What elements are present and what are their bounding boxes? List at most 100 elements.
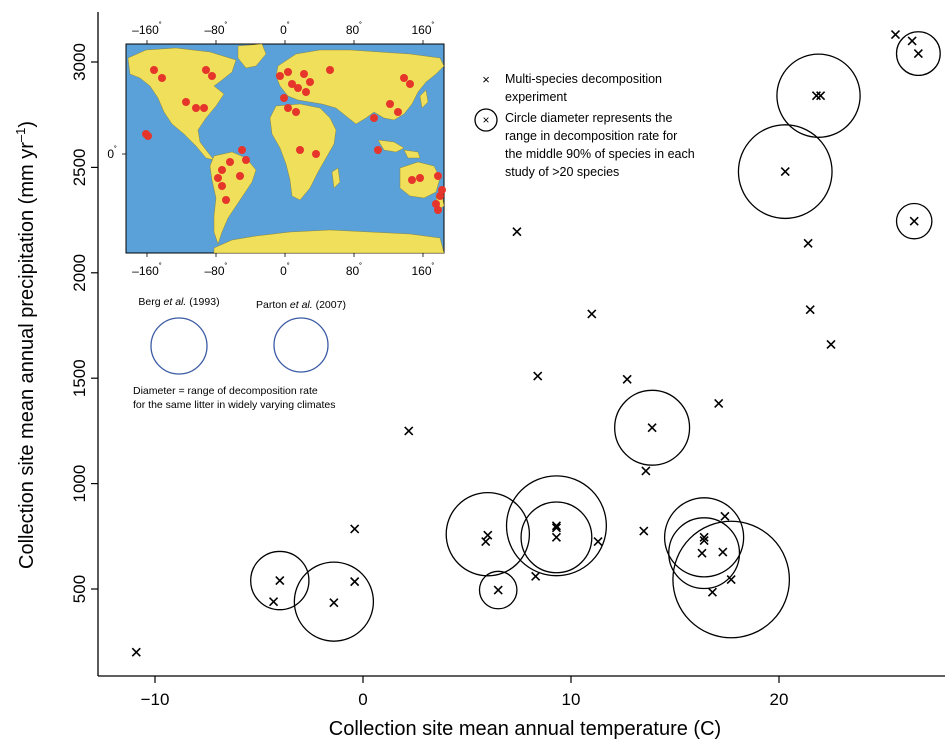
map-lon-label: –160˚ bbox=[132, 262, 162, 278]
data-point bbox=[715, 399, 723, 407]
parton-label: Parton et al. (2007) bbox=[256, 299, 346, 311]
site-dot bbox=[374, 146, 382, 154]
x-tick-label: −10 bbox=[141, 690, 170, 709]
inset-map: –160˚ –160˚ –80˚ –80˚ 0˚ 0˚ 80˚ 80˚ 160˚ 160˚ 0˚ bbox=[107, 21, 446, 278]
range-circle bbox=[777, 54, 860, 137]
y-tick-label: 2500 bbox=[70, 148, 89, 186]
legend-circle-label-4: study of >20 species bbox=[505, 165, 619, 179]
data-point bbox=[552, 533, 560, 541]
site-dot bbox=[294, 84, 302, 92]
site-dot bbox=[144, 132, 152, 140]
site-dot bbox=[434, 206, 442, 214]
legend-circle-label-1: Circle diameter represents the bbox=[505, 111, 672, 125]
site-dot bbox=[370, 114, 378, 122]
parton-circle bbox=[274, 318, 328, 372]
y-tick-label: 1500 bbox=[70, 359, 89, 397]
site-dot bbox=[400, 74, 408, 82]
legend-cross-label-1: Multi-species decomposition bbox=[505, 72, 662, 86]
site-dot bbox=[312, 150, 320, 158]
site-dot bbox=[192, 104, 200, 112]
site-dot bbox=[236, 172, 244, 180]
map-lon-label: –160˚ bbox=[132, 21, 162, 37]
data-point bbox=[806, 306, 814, 314]
site-dot bbox=[218, 182, 226, 190]
map-lon-label: 160˚ bbox=[411, 262, 434, 278]
site-dot bbox=[438, 186, 446, 194]
site-dot bbox=[276, 72, 284, 80]
data-point bbox=[351, 578, 359, 586]
data-point bbox=[132, 648, 140, 656]
y-tick-label: 500 bbox=[70, 575, 89, 603]
data-point bbox=[812, 92, 820, 100]
site-dot bbox=[150, 66, 158, 74]
y-tick-label: 3000 bbox=[70, 43, 89, 81]
data-point bbox=[594, 538, 602, 546]
data-point bbox=[330, 599, 338, 607]
site-dot bbox=[394, 108, 402, 116]
data-point bbox=[721, 512, 729, 520]
data-point bbox=[532, 572, 540, 580]
data-point bbox=[804, 239, 812, 247]
x-tick-label: 0 bbox=[358, 690, 367, 709]
site-dot bbox=[408, 176, 416, 184]
data-point bbox=[482, 538, 490, 546]
site-dot bbox=[302, 88, 310, 96]
data-point bbox=[351, 525, 359, 533]
data-point bbox=[588, 310, 596, 318]
reference-circles: Berg et al. (1993) Parton et al. (2007) … bbox=[133, 296, 346, 411]
data-point bbox=[270, 598, 278, 606]
data-point bbox=[781, 168, 789, 176]
data-point bbox=[484, 531, 492, 539]
data-point bbox=[494, 586, 502, 594]
site-dot bbox=[280, 94, 288, 102]
x-tick-label: 20 bbox=[770, 690, 789, 709]
site-dot bbox=[306, 78, 314, 86]
berg-circle bbox=[151, 318, 207, 374]
legend-circle-label-2: range in decomposition rate for bbox=[505, 129, 677, 143]
site-dot bbox=[222, 196, 230, 204]
map-lon-label: –80˚ bbox=[204, 21, 227, 37]
data-point bbox=[623, 375, 631, 383]
map-lon-label: 160˚ bbox=[411, 21, 434, 37]
y-tick-label: 2000 bbox=[70, 254, 89, 292]
site-dot bbox=[326, 66, 334, 74]
data-point bbox=[719, 548, 727, 556]
data-point bbox=[648, 424, 656, 432]
map-lon-label: 80˚ bbox=[346, 21, 362, 37]
x-axis-title: Collection site mean annual temperature … bbox=[329, 718, 721, 740]
legend-circle-cross: × bbox=[482, 113, 489, 127]
site-dot bbox=[284, 68, 292, 76]
legend-circle-label-3: the middle 90% of species in each bbox=[505, 147, 695, 161]
data-point bbox=[891, 31, 899, 39]
legend-cross-label-2: experiment bbox=[505, 90, 567, 104]
legend: × Multi-species decomposition experiment… bbox=[475, 72, 695, 179]
site-dot bbox=[416, 174, 424, 182]
site-dot bbox=[284, 104, 292, 112]
x-ticks: −10 0 10 20 bbox=[141, 676, 789, 709]
berg-label: Berg et al. (1993) bbox=[138, 296, 219, 308]
site-dot bbox=[208, 72, 216, 80]
map-lat-label: 0˚ bbox=[107, 145, 117, 161]
site-dot bbox=[242, 156, 250, 164]
site-dot bbox=[158, 74, 166, 82]
site-dot bbox=[226, 158, 234, 166]
site-dot bbox=[406, 80, 414, 88]
y-axis-title-main: Collection site mean annual precipitatio… bbox=[16, 142, 38, 569]
data-point bbox=[276, 577, 284, 585]
site-dot bbox=[214, 174, 222, 182]
y-axis-title-close: ) bbox=[16, 121, 38, 128]
data-point bbox=[708, 588, 716, 596]
site-dot bbox=[292, 108, 300, 116]
data-point bbox=[827, 340, 835, 348]
data-point bbox=[640, 527, 648, 535]
map-lon-label: –80˚ bbox=[204, 262, 227, 278]
diameter-note-line-2: for the same litter in widely varying cl… bbox=[133, 399, 336, 411]
site-dot bbox=[218, 166, 226, 174]
y-tick-label: 1000 bbox=[70, 465, 89, 503]
y-axis-title: Collection site mean annual precipitatio… bbox=[13, 121, 38, 569]
map-lon-label: 80˚ bbox=[346, 262, 362, 278]
data-point bbox=[817, 92, 825, 100]
data-point bbox=[534, 372, 542, 380]
x-tick-label: 10 bbox=[562, 690, 581, 709]
